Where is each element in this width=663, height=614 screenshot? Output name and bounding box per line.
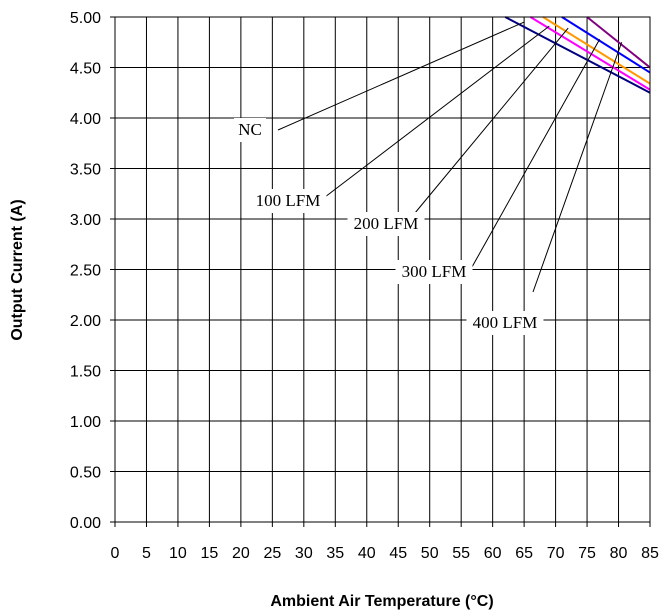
x-tick-label: 45 [389, 545, 407, 562]
annotation-label: 200 LFM [354, 214, 419, 233]
annotation-leaders: NC 100 LFM 200 LFM 300 LFM 400 LFM [234, 21, 623, 335]
y-tick-label: 5.00 [70, 10, 101, 27]
y-tick-label: 2.00 [70, 313, 101, 330]
annotation-leader [324, 25, 550, 198]
y-tick-label: 1.50 [70, 364, 101, 381]
y-tick-label: 3.00 [70, 212, 101, 229]
x-tick-label: 85 [641, 545, 659, 562]
x-tick-label: 15 [201, 545, 219, 562]
x-tick-label: 40 [358, 545, 376, 562]
x-tick-label: 20 [232, 545, 250, 562]
x-tick-label: 65 [515, 545, 533, 562]
x-tick-label: 35 [326, 545, 344, 562]
annotation-leader [277, 21, 525, 131]
series-line [586, 16, 651, 69]
annotation-box [347, 212, 425, 236]
x-tick-label: 30 [295, 545, 313, 562]
x-tick-label: 0 [111, 545, 120, 562]
annotation-label: NC [238, 120, 262, 139]
y-axis-ticks: 0.00 0.50 1.00 1.50 2.00 2.50 3.00 3.50 4.00 4.50… [70, 10, 115, 532]
series-lines [504, 16, 651, 94]
series-line [504, 16, 651, 94]
y-tick-label: 0.50 [70, 465, 101, 482]
x-tick-label: 50 [421, 545, 439, 562]
annotation-label: 100 LFM [256, 191, 321, 210]
annotation-leader [471, 38, 601, 268]
annotation-box [395, 260, 473, 284]
y-tick-label: 0.00 [70, 515, 101, 532]
x-tick-label: 10 [169, 545, 187, 562]
annotation-box [234, 118, 266, 142]
x-tick-label: 80 [610, 545, 628, 562]
x-tick-label: 60 [484, 545, 502, 562]
annotation-leader [409, 27, 569, 220]
y-tick-label: 4.50 [70, 61, 101, 78]
x-tick-label: 5 [142, 545, 151, 562]
series-line [529, 16, 651, 91]
x-tick-label: 25 [263, 545, 281, 562]
x-tick-label: 75 [578, 545, 596, 562]
y-tick-label: 3.50 [70, 162, 101, 179]
x-tick-label: 70 [547, 545, 565, 562]
x-axis-title: Ambient Air Temperature (°C) [270, 593, 493, 610]
y-axis-title: Output Current (A) [9, 199, 26, 340]
annotation-box [249, 189, 327, 213]
y-tick-label: 4.00 [70, 111, 101, 128]
x-axis-ticks: 0 5 10 15 20 25 30 35 40 45 50 55 60 65 70 75 80 85 [111, 522, 659, 562]
annotation-label: 300 LFM [402, 262, 467, 281]
y-tick-label: 2.50 [70, 263, 101, 280]
series-line [561, 16, 651, 74]
y-tick-label: 1.00 [70, 414, 101, 431]
series-line [542, 16, 651, 85]
annotation-label: 400 LFM [473, 313, 538, 332]
annotation-leader [532, 42, 623, 293]
annotation-box [466, 311, 544, 335]
x-tick-label: 55 [452, 545, 470, 562]
